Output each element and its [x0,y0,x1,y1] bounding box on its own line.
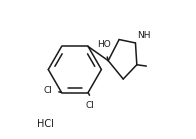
Text: NH: NH [137,31,151,39]
Text: Cl: Cl [44,86,53,95]
Text: Cl: Cl [85,101,94,110]
Text: HCl: HCl [37,119,54,129]
Text: HO: HO [97,40,111,49]
